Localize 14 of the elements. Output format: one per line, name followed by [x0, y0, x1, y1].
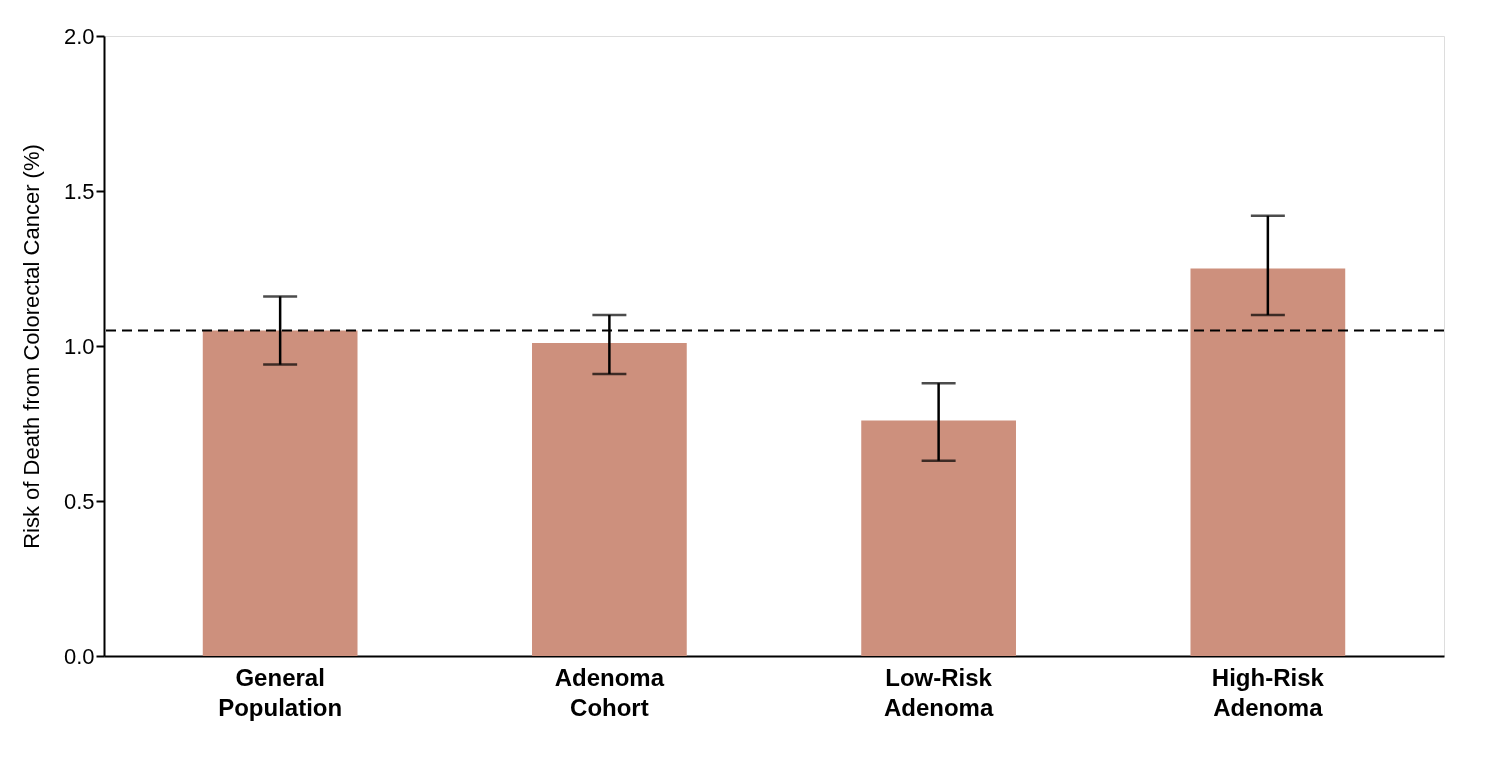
- bar: [532, 342, 687, 656]
- x-tick-label: Low-Risk Adenoma: [883, 663, 994, 721]
- bar: [202, 330, 358, 656]
- x-tick-label: Adenoma Cohort: [554, 663, 665, 721]
- y-tick-label: 1.5: [63, 178, 95, 204]
- y-tick-label: 0.5: [63, 488, 95, 514]
- y-tick-label: 2.0: [63, 23, 95, 49]
- x-tick-label: General Population: [218, 663, 343, 721]
- bar: [1190, 268, 1346, 656]
- y-axis-title: Risk of Death from Colorectal Cancer (%): [18, 144, 44, 549]
- y-tick-label: 0.0: [63, 643, 95, 669]
- y-tick-label: 1.0: [63, 333, 95, 359]
- x-tick-label: High-Risk Adenoma: [1211, 663, 1325, 721]
- bar: [861, 420, 1016, 656]
